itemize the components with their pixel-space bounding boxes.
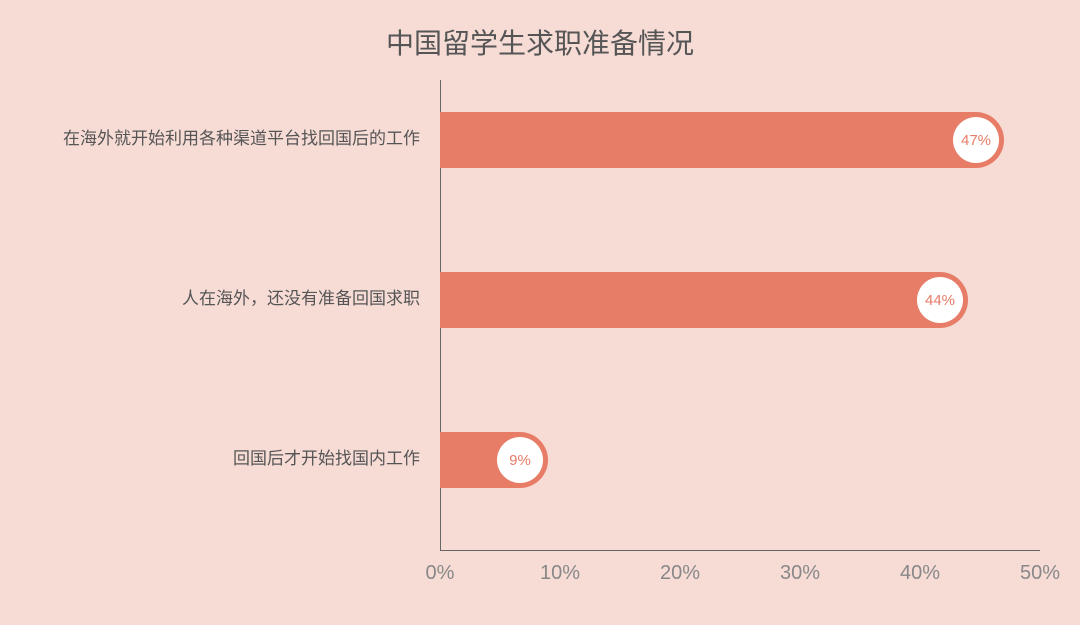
- bar: [440, 272, 968, 328]
- bar: [440, 112, 1004, 168]
- x-axis-line: [440, 550, 1040, 551]
- x-tick-label: 40%: [880, 562, 960, 585]
- bar-value-label: 47%: [961, 132, 991, 149]
- x-tick-label: 20%: [640, 562, 720, 585]
- chart-canvas: 中国留学生求职准备情况 0% 10% 20% 30% 40% 50% 在海外就开始利用各种渠道…: [0, 0, 1080, 625]
- bar-category-label: 在海外就开始利用各种渠道平台找回国后的工作: [40, 127, 420, 151]
- x-tick-label: 10%: [520, 562, 600, 585]
- bar-value-badge: 44%: [917, 277, 963, 323]
- bar-category-label: 人在海外，还没有准备回国求职: [40, 287, 420, 311]
- bar-value-label: 44%: [925, 292, 955, 309]
- bar-value-label: 9%: [509, 452, 531, 469]
- bar-value-badge: 9%: [497, 437, 543, 483]
- x-tick-label: 0%: [400, 562, 480, 585]
- bar-value-badge: 47%: [953, 117, 999, 163]
- chart-title: 中国留学生求职准备情况: [0, 22, 1080, 62]
- x-tick-label: 30%: [760, 562, 840, 585]
- x-tick-label: 50%: [1000, 562, 1080, 585]
- bar-category-label: 回国后才开始找国内工作: [40, 447, 420, 471]
